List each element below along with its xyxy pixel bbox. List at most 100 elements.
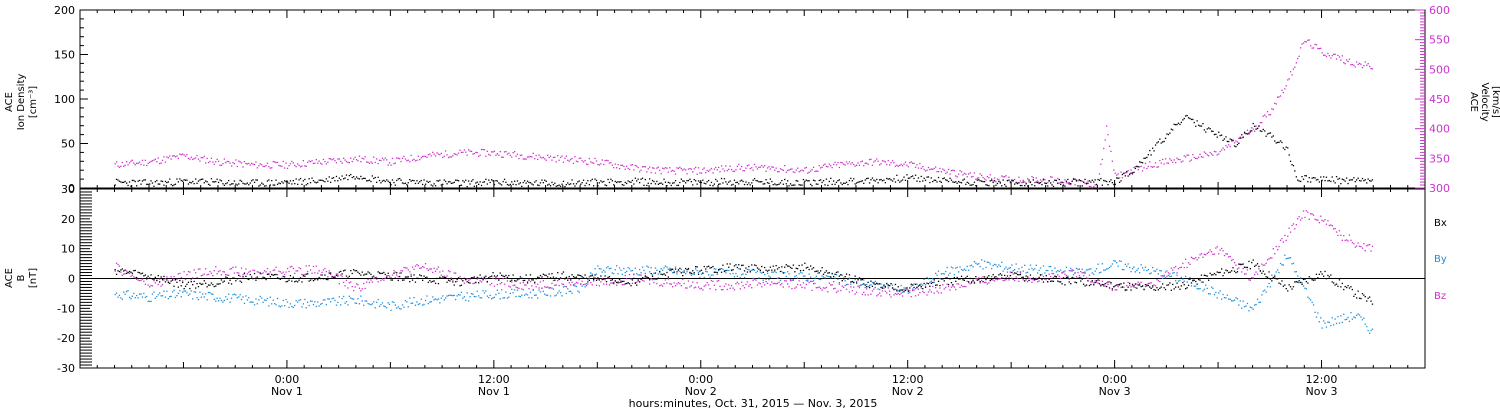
density-point [407,182,409,184]
velocity-point [424,155,427,158]
velocity-point [1320,47,1322,49]
velocity-point [868,158,871,161]
bz-point [709,288,711,290]
by-point [1223,297,1226,299]
bx-point [861,278,863,281]
velocity-point [258,165,260,167]
bz-point [516,287,519,289]
by-point [1304,287,1306,289]
bx-point [986,276,988,278]
bx-point [601,278,603,281]
density-point [1004,183,1006,186]
bz-point [575,281,578,284]
velocity-point [368,162,371,164]
bz-point [857,285,859,287]
bx-point [876,282,878,285]
density-point [1371,179,1374,181]
by-point [195,291,197,293]
bx-point [998,274,1000,276]
bx-point [679,267,681,269]
velocity-point [1062,182,1065,184]
bx-point [1279,283,1282,285]
velocity-point [184,155,187,158]
by-point [298,299,300,302]
by-point [785,275,787,278]
density-point [1018,182,1020,184]
top-right-tick-label: 350 [1429,152,1450,165]
bx-point [970,281,973,283]
bz-point [1196,259,1198,261]
density-point [502,180,504,183]
velocity-point [295,166,297,168]
velocity-point [482,148,484,151]
velocity-point [699,172,701,174]
bx-point [242,276,244,278]
bz-point [1343,235,1345,237]
bx-point [1210,274,1213,276]
by-point [834,277,836,279]
by-point [465,299,467,301]
bz-point [1051,272,1053,275]
density-point [371,175,373,177]
density-point [308,178,310,180]
bx-point [739,268,741,270]
density-point [913,177,915,180]
by-point [358,303,361,305]
by-point [1340,315,1342,317]
bz-point [384,277,386,279]
density-point [657,183,659,185]
density-point [518,183,520,185]
velocity-point [955,175,957,177]
bz-point [1350,239,1352,241]
by-point [956,266,958,268]
bz-point [1292,223,1295,225]
bx-point [1243,266,1246,268]
by-point [1120,260,1122,262]
bz-point [788,286,790,288]
bz-point [452,279,454,281]
by-point [1051,270,1053,272]
density-point [1166,133,1168,135]
density-point [993,180,996,182]
bz-point [163,279,165,281]
velocity-point [235,159,237,161]
velocity-point [476,151,478,154]
by-point [141,296,144,298]
bx-point [240,281,243,283]
density-point [988,185,990,187]
density-point [1231,139,1233,141]
bx-point [335,274,338,276]
bx-point [841,280,843,282]
bx-point [630,285,632,287]
bx-point [887,284,889,286]
bx-point [1225,269,1227,271]
velocity-point [1173,159,1175,161]
density-point [769,178,771,180]
bx-point [713,271,715,273]
by-point [134,297,136,299]
by-point [1060,269,1062,271]
density-point [795,180,797,182]
bx-point [345,275,348,277]
velocity-point [1147,165,1149,168]
density-point [722,182,724,184]
bx-point [628,283,631,285]
by-point [775,271,777,274]
by-point [664,265,667,267]
bz-point [676,283,678,285]
by-point [173,289,175,291]
bx-point [1205,274,1207,277]
density-point [897,179,899,181]
bz-point [279,271,281,273]
velocity-point [133,162,135,164]
density-point [1008,179,1010,181]
by-point [437,298,440,300]
velocity-point [584,160,586,162]
velocity-point [1166,162,1168,164]
by-point [391,301,394,303]
density-point [282,182,284,184]
by-point [624,271,626,274]
by-point [456,295,458,297]
bz-point [1321,219,1323,222]
by-point [854,278,856,281]
